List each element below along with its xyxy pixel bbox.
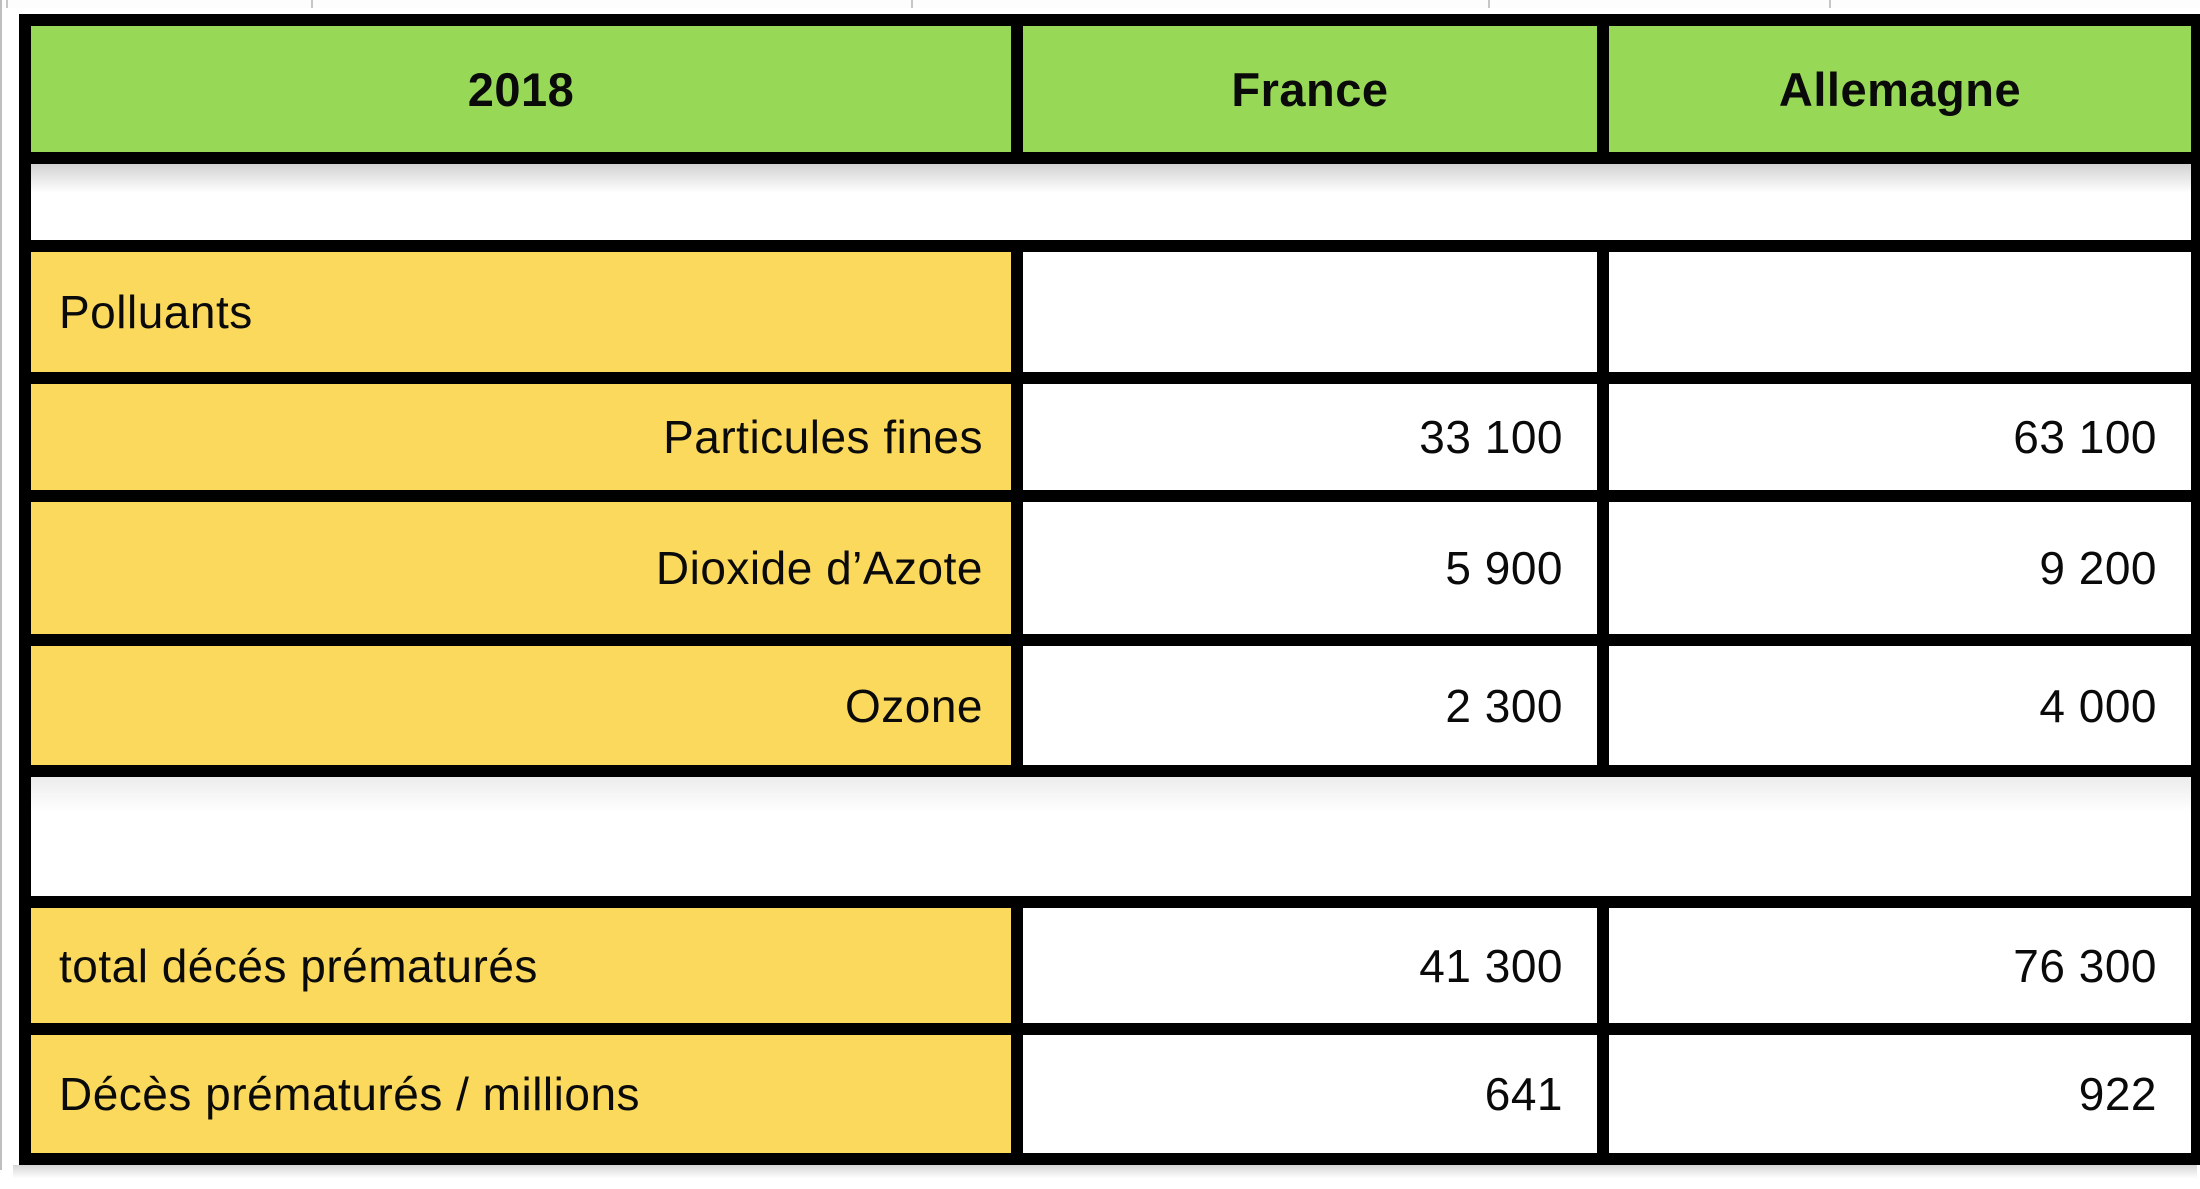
cell-particules-france[interactable]: 33 100 [1011, 372, 1609, 502]
cell-dioxide-france[interactable]: 5 900 [1011, 490, 1609, 646]
row-label-dioxide-azote[interactable]: Dioxide d’Azote [19, 490, 1023, 646]
sheet-edge-gridline [0, 0, 2, 1170]
spacer-cell[interactable] [19, 152, 2200, 252]
gridline-tick [1829, 0, 1831, 8]
spreadsheet-gridline-strip [0, 0, 2200, 8]
table-row: Ozone 2 300 4 000 [19, 634, 2200, 777]
row-label-polluants[interactable]: Polluants [19, 240, 1023, 384]
table-row: Particules fines 33 100 63 100 [19, 372, 2200, 502]
table-row: Dioxide d’Azote 5 900 9 200 [19, 490, 2200, 646]
table-row: total décés prématurés 41 300 76 300 [19, 896, 2200, 1035]
cell-dioxide-allemagne[interactable]: 9 200 [1597, 490, 2200, 646]
header-cell-year[interactable]: 2018 [19, 14, 1023, 164]
row-label-total-deces[interactable]: total décés prématurés [19, 896, 1023, 1035]
row-label-ozone[interactable]: Ozone [19, 634, 1023, 777]
spacer-row [19, 765, 2200, 908]
header-cell-france[interactable]: France [1011, 14, 1609, 164]
spacer-row [19, 152, 2200, 252]
header-row: 2018 France Allemagne [19, 14, 2200, 164]
cell-total-allemagne[interactable]: 76 300 [1597, 896, 2200, 1035]
cell-permillion-allemagne[interactable]: 922 [1597, 1023, 2200, 1165]
cell-particules-allemagne[interactable]: 63 100 [1597, 372, 2200, 502]
cell-permillion-france[interactable]: 641 [1011, 1023, 1609, 1165]
table-row: Polluants [19, 240, 2200, 384]
row-label-particules-fines[interactable]: Particules fines [19, 372, 1023, 502]
pollution-deaths-table: 2018 France Allemagne Polluants Particul… [19, 14, 2200, 1165]
spacer-cell[interactable] [19, 765, 2200, 908]
cell-polluants-allemagne[interactable] [1597, 240, 2200, 384]
table-row: Décès prématurés / millions 641 922 [19, 1023, 2200, 1165]
gridline-tick [311, 0, 313, 8]
cell-polluants-france[interactable] [1011, 240, 1609, 384]
gridline-tick [6, 0, 8, 8]
cell-total-france[interactable]: 41 300 [1011, 896, 1609, 1035]
gridline-tick [1488, 0, 1490, 8]
table-bottom-shadow [13, 1165, 2197, 1181]
header-cell-allemagne[interactable]: Allemagne [1597, 14, 2200, 164]
row-label-deces-par-million[interactable]: Décès prématurés / millions [19, 1023, 1023, 1165]
gridline-tick [911, 0, 913, 8]
cell-ozone-france[interactable]: 2 300 [1011, 634, 1609, 777]
cell-ozone-allemagne[interactable]: 4 000 [1597, 634, 2200, 777]
